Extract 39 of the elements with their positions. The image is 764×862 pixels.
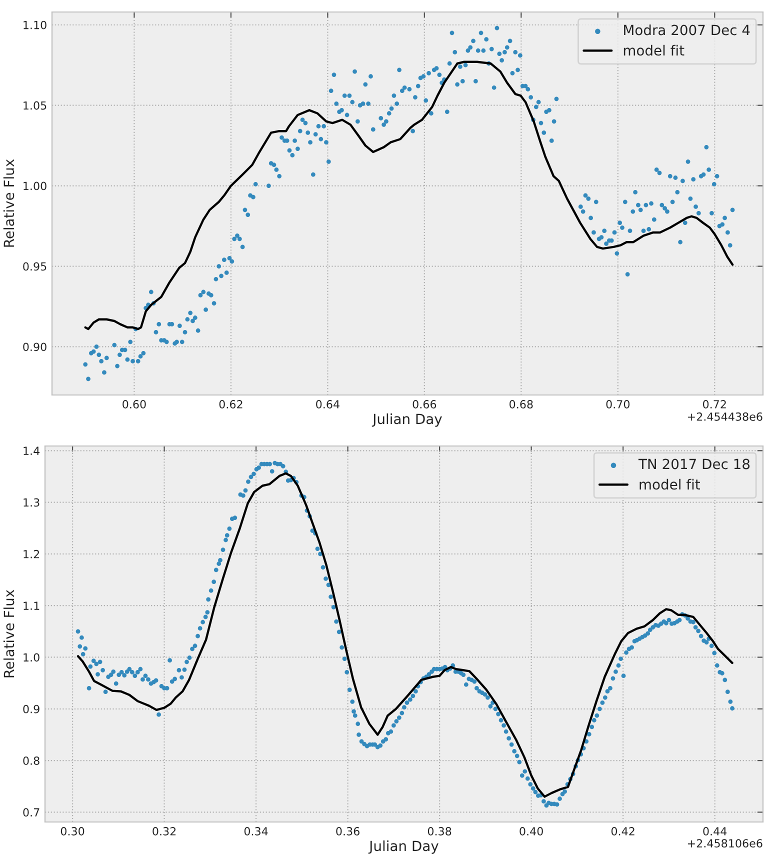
- y-tick-label: 0.8: [23, 756, 40, 765]
- x-tick-label: 0.62: [219, 400, 242, 408]
- x-tick-label: 0.68: [510, 400, 533, 408]
- y-tick-label: 0.90: [23, 342, 46, 352]
- x-tick-label: 0.42: [611, 827, 634, 836]
- x-tick-label: 0.44: [703, 827, 727, 836]
- y-tick-label: 0.95: [23, 262, 46, 271]
- x-tick-label: 0.32: [152, 827, 176, 836]
- y-tick-label: 1.4: [24, 446, 40, 455]
- x-tick-label: 0.36: [336, 827, 360, 836]
- x-tick-label: 0.60: [122, 400, 146, 408]
- line-series: [84, 60, 734, 330]
- x-axis-title: Julian Day: [372, 413, 442, 427]
- x-tick-label: 0.72: [702, 400, 726, 408]
- legend-label: model fit: [640, 478, 700, 490]
- text: +2.458106e6: [688, 839, 762, 848]
- y-axis-title: Relative Flux: [3, 590, 14, 678]
- x-tick-label: 0.64: [316, 400, 340, 408]
- y-tick-label: 0.7: [23, 808, 40, 817]
- x-tick-label: 0.38: [428, 827, 452, 836]
- y-tick-label: 1.00: [24, 182, 46, 190]
- y-tick-label: 0.9: [23, 704, 40, 714]
- x-tick-label: 0.70: [606, 400, 630, 408]
- y-tick-label: 1.05: [24, 101, 46, 110]
- text: +2.454438e6: [688, 412, 762, 421]
- legend-label: model fit: [624, 44, 684, 56]
- y-tick-label: 1.3: [24, 498, 40, 507]
- y-axis-title: Relative Flux: [3, 159, 14, 247]
- legend-label: Modra 2007 Dec 4: [624, 24, 750, 36]
- x-tick-label: 0.34: [244, 827, 268, 836]
- y-tick-label: 1.10: [24, 20, 46, 30]
- x-tick-label: 0.40: [520, 827, 543, 836]
- x-tick-label: 0.66: [412, 400, 436, 408]
- y-tick-label: 1.2: [24, 550, 40, 558]
- x-tick-label: 0.30: [60, 827, 84, 836]
- y-tick-label: 1.1: [24, 602, 40, 610]
- y-tick-label: 1.0: [24, 653, 40, 662]
- x-axis-title: Julian Day: [368, 840, 438, 854]
- legend-label: TN 2017 Dec 18: [638, 458, 750, 470]
